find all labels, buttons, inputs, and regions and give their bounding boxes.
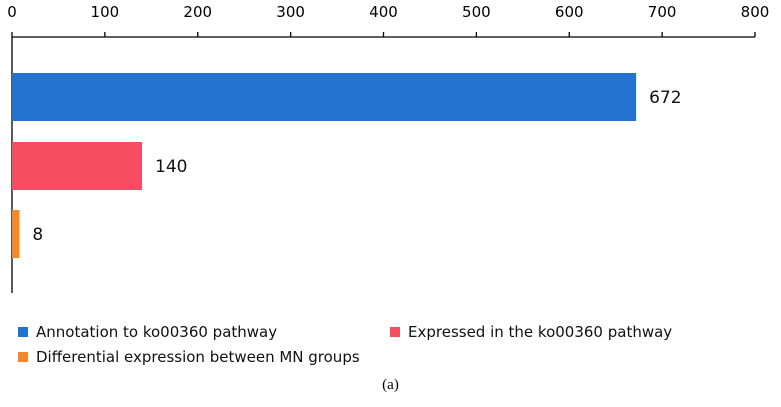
x-tick-label: 800 <box>741 3 770 21</box>
legend-item-annotation: Annotation to ko00360 pathway <box>18 321 277 343</box>
x-tick-label: 200 <box>183 3 212 21</box>
bar <box>12 210 20 258</box>
x-tick-label: 0 <box>7 3 17 21</box>
legend-label-annotation: Annotation to ko00360 pathway <box>36 323 278 341</box>
figure-caption: (a) <box>382 377 399 393</box>
legend-label-differential: Differential expression between MN group… <box>36 348 360 366</box>
bar <box>12 73 637 121</box>
legend-label-expressed: Expressed in the ko00360 pathway <box>408 323 673 341</box>
x-tick-label: 500 <box>462 3 491 21</box>
bar <box>12 142 143 190</box>
data-label: 140 <box>155 157 187 177</box>
data-label: 8 <box>32 225 43 245</box>
legend-swatch-annotation <box>18 327 28 337</box>
x-tick-label: 700 <box>648 3 677 21</box>
legend-item-expressed: Expressed in the ko00360 pathway <box>390 321 672 343</box>
data-label: 672 <box>649 88 681 108</box>
data-labels: 672 140 8 <box>32 88 681 245</box>
legend-item-differential: Differential expression between MN group… <box>18 346 360 368</box>
x-tick-label: 300 <box>276 3 305 21</box>
x-tick-label: 600 <box>555 3 584 21</box>
x-tick-label: 400 <box>369 3 398 21</box>
x-axis: 0 100 200 300 400 500 600 700 800 <box>7 3 769 293</box>
bar-chart: 0 100 200 300 400 500 600 700 800 672 140 8 <box>7 3 769 293</box>
legend-swatch-differential <box>18 352 28 362</box>
bars <box>12 73 637 258</box>
x-tick-label: 100 <box>91 3 120 21</box>
legend: Annotation to ko00360 pathway Expressed … <box>0 318 781 378</box>
legend-swatch-expressed <box>390 327 400 337</box>
